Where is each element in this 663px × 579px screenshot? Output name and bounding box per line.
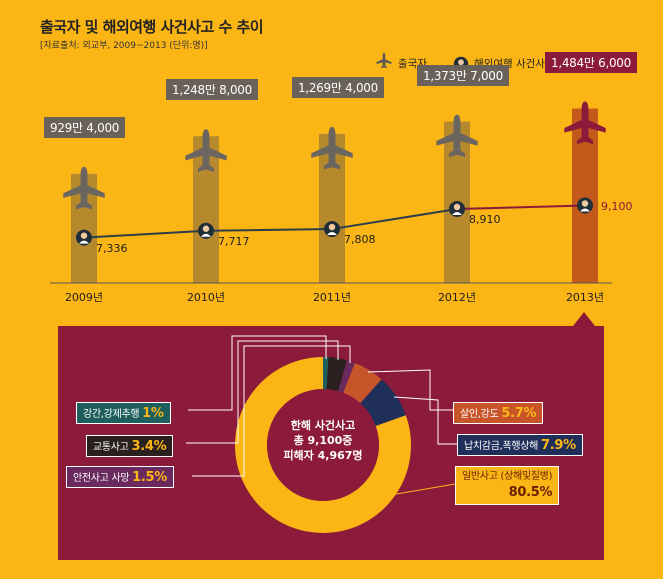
pie-label-pct: 5.7% xyxy=(501,406,537,421)
pie-label: 살인,강도 5.7% xyxy=(453,402,544,424)
pie-slice xyxy=(360,379,406,427)
series-line xyxy=(205,228,333,232)
x-tick-label: 2009년 xyxy=(64,291,104,304)
leader-line xyxy=(393,396,457,445)
bar-value-label: 1,248만 8,000 xyxy=(166,79,258,101)
pie-label-name: 살인,강도 xyxy=(460,409,499,420)
pie-slice xyxy=(338,360,355,393)
donut-center-text: 한해 사건사고 총 9,100중 피해자 4,967명 xyxy=(272,418,374,463)
pie-label-pct: 3.4% xyxy=(131,439,167,454)
pie-slice xyxy=(323,357,329,390)
donut-center-line: 총 9,100중 xyxy=(293,434,353,447)
pie-label-name: 납치감금,폭행상해 xyxy=(464,441,539,452)
pie-label: 교통사고 3.4% xyxy=(86,435,174,457)
pie-label-pct: 1.5% xyxy=(132,470,168,485)
leader-line xyxy=(188,335,327,411)
pie-label-pct: 80.5% xyxy=(508,485,553,500)
pie-label: 납치감금,폭행상해 7.9% xyxy=(457,434,583,456)
leader-line xyxy=(273,483,456,516)
x-tick-label: 2013년 xyxy=(565,291,605,304)
x-tick-label: 2012년 xyxy=(437,291,477,304)
line-value-label: 7,336 xyxy=(96,241,128,255)
donut-center-line: 한해 사건사고 xyxy=(290,419,356,432)
line-value-label: 7,808 xyxy=(344,233,376,247)
line-value-label: 8,910 xyxy=(469,212,501,226)
pie-label-name: 안전사고 사망 xyxy=(73,473,130,484)
x-tick-label: 2010년 xyxy=(186,291,226,304)
pie-label-pct: 7.9% xyxy=(540,438,576,453)
pie-slice xyxy=(235,357,412,533)
page-title: 출국자 및 해외여행 사건사고 수 추이 xyxy=(40,18,264,36)
pie-label: 일반사고 (상해및질병) 80.5% xyxy=(455,466,560,505)
pie-label-name: 강간,강제추행 xyxy=(83,409,140,420)
pie-label-name: 일반사고 (상해및질병) xyxy=(462,471,553,482)
bar-value-label: 1,373만 7,000 xyxy=(417,64,509,86)
pie-slice xyxy=(343,362,382,404)
pie-label: 안전사고 사망 1.5% xyxy=(66,466,175,488)
series-line xyxy=(456,204,586,210)
bar-value-label: 929만 4,000 xyxy=(44,116,126,138)
leader-line xyxy=(367,369,453,411)
donut-center-line: 피해자 4,967명 xyxy=(283,449,363,462)
x-tick-label: 2011년 xyxy=(312,291,352,304)
leader-line xyxy=(192,345,351,477)
pie-slice xyxy=(326,357,348,392)
pie-label: 강간,강제추행 1% xyxy=(76,402,171,424)
source-note: [자료출처: 외교부, 2009~2013 (단위:명)] xyxy=(40,41,208,51)
series-line xyxy=(83,229,207,239)
line-value-label: 9,100 xyxy=(601,199,633,213)
leader-line xyxy=(186,340,339,444)
pie-label-pct: 1% xyxy=(142,406,164,421)
bar-value-label: 1,269만 4,000 xyxy=(292,76,384,98)
bar-value-label: 1,484만 6,000 xyxy=(545,51,637,73)
pie-label-name: 교통사고 xyxy=(93,442,129,453)
series-line xyxy=(331,207,458,231)
donut-hole xyxy=(267,389,379,501)
line-value-label: 7,717 xyxy=(218,234,250,248)
